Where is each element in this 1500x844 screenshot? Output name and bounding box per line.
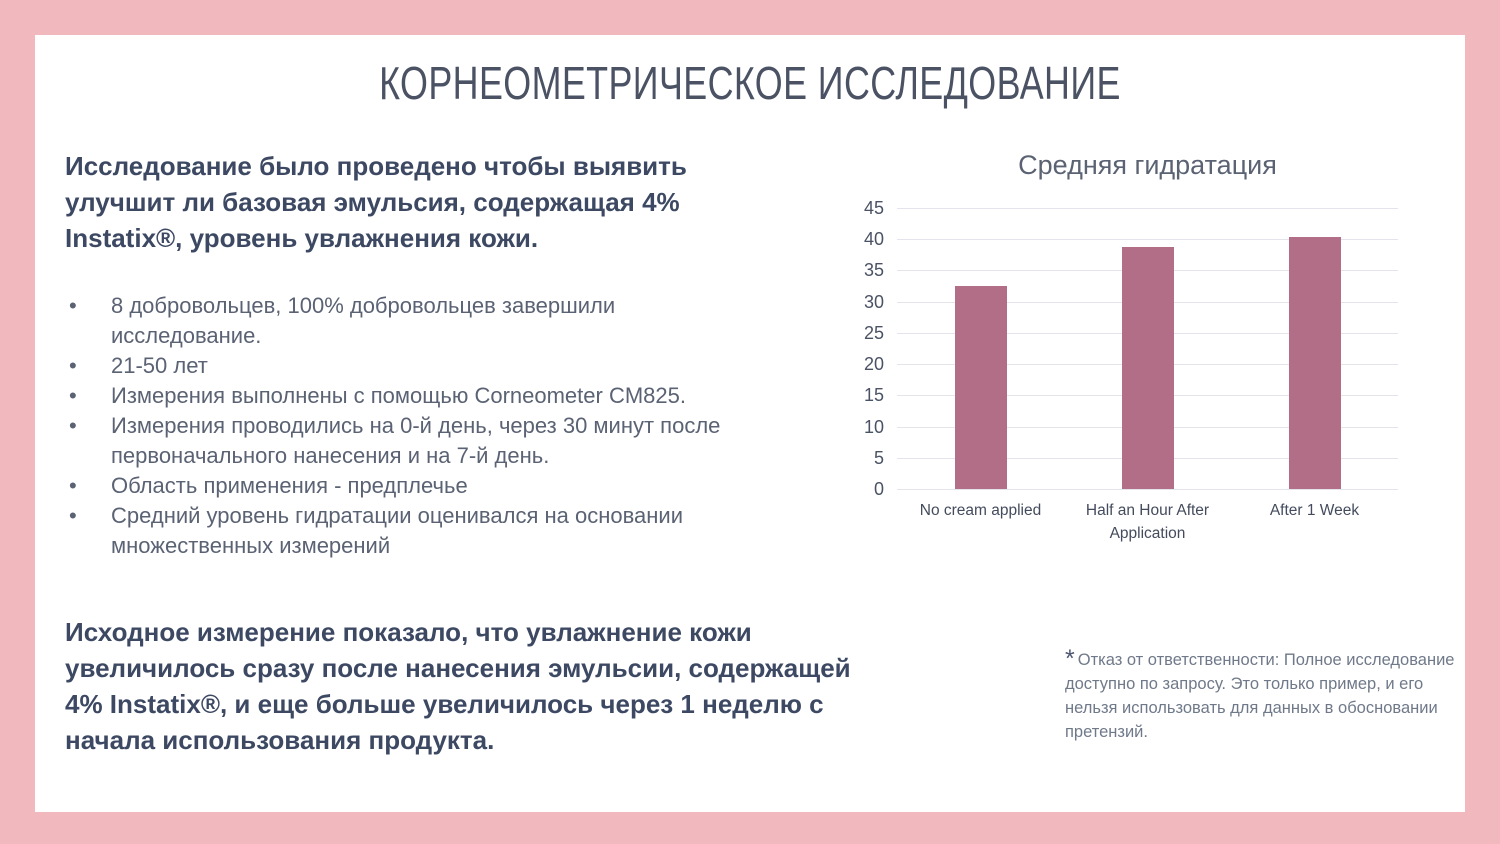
y-axis-tick: 15	[863, 385, 884, 406]
disclaimer-body: Отказ от ответственности: Полное исследо…	[1065, 651, 1455, 741]
chart-body: 0 5 10 15 20 25 30 35 40 45 No cream applied Half …	[864, 198, 1398, 545]
y-axis-tick: 20	[863, 354, 884, 375]
y-axis-tick: 5	[873, 447, 884, 468]
bar	[1288, 236, 1341, 489]
page-title: КОРНЕОМЕТРИЧЕСКОЕ ИССЛЕДОВАНИЕ	[379, 57, 1121, 109]
chart-plot-area: 0 5 10 15 20 25 30 35 40 45	[864, 198, 1398, 499]
y-axis-tick: 45	[863, 198, 884, 218]
chart-title: Средняя гидратация	[1018, 150, 1277, 180]
bullet-item: 8 добровольцев, 100% добровольцев заверш…	[65, 291, 765, 351]
bullet-list: 8 добровольцев, 100% добровольцев заверш…	[65, 291, 765, 561]
bullet-item: Измерения выполнены с помощью Corneomete…	[65, 381, 765, 411]
bullet-item: 21-50 лет	[65, 351, 765, 381]
conclusion-paragraph: Исходное измерение показало, что увлажне…	[65, 617, 851, 755]
gridline	[897, 489, 1398, 490]
bullet-item: Область применения - предплечье	[65, 471, 765, 501]
x-axis-label: No cream applied	[919, 502, 1042, 519]
y-axis-tick: 30	[863, 291, 884, 312]
bar	[954, 286, 1007, 489]
intro-paragraph: Исследование было проведено чтобы выявит…	[65, 151, 687, 253]
y-axis-tick: 40	[863, 229, 884, 250]
y-axis-tick: 25	[863, 322, 884, 343]
gridline	[897, 239, 1398, 241]
disclaimer-text: * Отказ от ответственности: Полное исслед…	[1065, 645, 1457, 744]
bar-chart: Средняя гидратация 0 5 10 15 20 25 30 35 40 45 No…	[842, 150, 1398, 545]
y-axis-tick: 35	[863, 260, 884, 281]
y-axis-tick: 10	[863, 416, 884, 437]
x-axis-label: After 1 Week	[1269, 502, 1360, 519]
x-axis-labels: No cream applied Half an Hour After Appli…	[897, 499, 1398, 545]
bullet-item: Средний уровень гидратации оценивался на…	[65, 501, 765, 561]
asterisk-mark: *	[1065, 645, 1075, 673]
y-axis-tick: 0	[873, 479, 884, 499]
x-axis-label: Half an Hour After Application	[1085, 502, 1210, 542]
bar	[1121, 247, 1174, 489]
bullet-item: Измерения проводились на 0-й день, через…	[65, 411, 765, 471]
gridline	[897, 208, 1398, 209]
